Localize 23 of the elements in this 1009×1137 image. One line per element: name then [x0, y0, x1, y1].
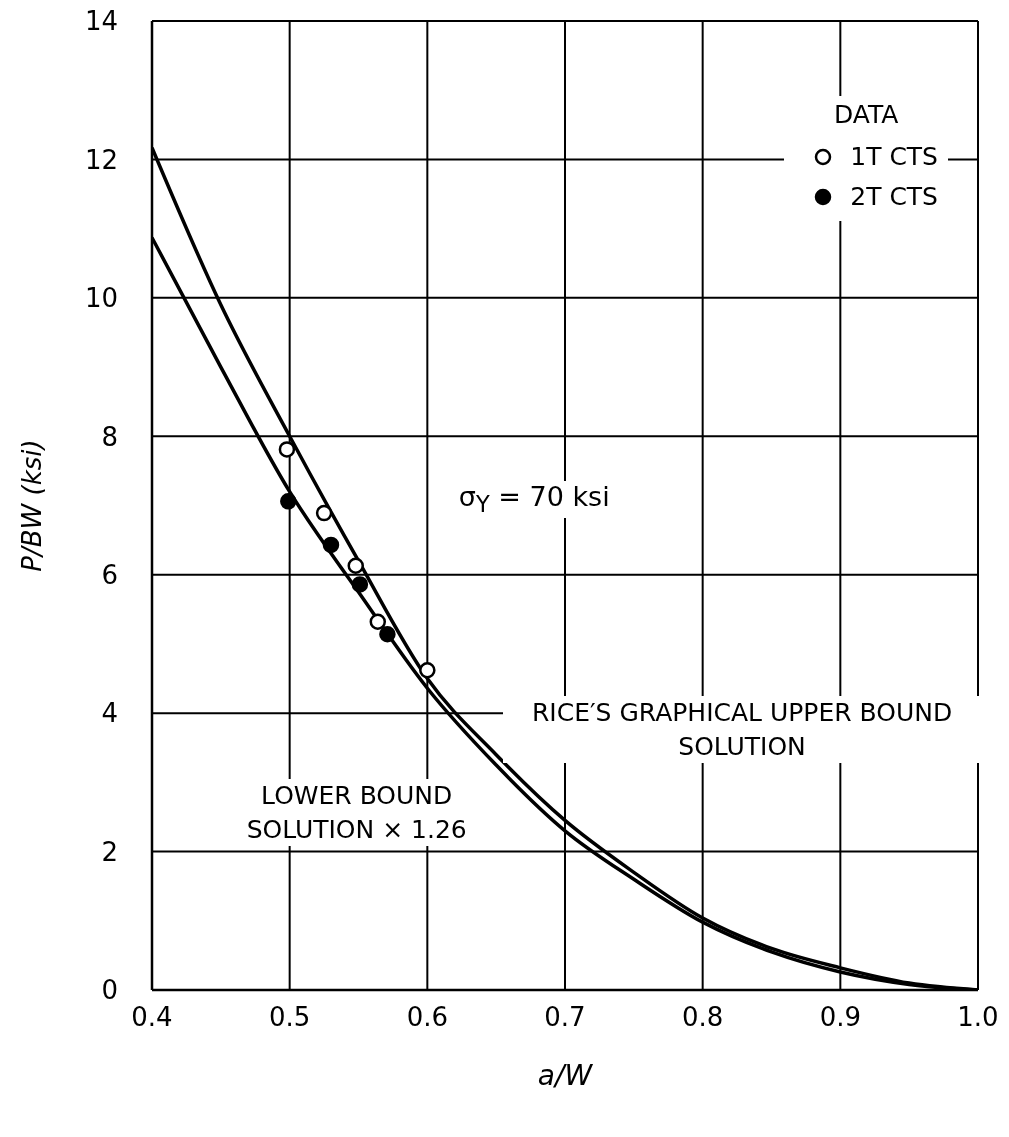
x-tick-label: 0.8	[681, 1002, 724, 1033]
legend-label: 1T CTS	[850, 141, 938, 173]
x-axis-title: a/W	[537, 1059, 594, 1092]
y-axis-title: P/BW (ksi)	[17, 439, 48, 572]
series-label: LOWER BOUND SOLUTION × 1.26	[227, 778, 486, 847]
x-tick-label: 0.6	[406, 1002, 449, 1033]
y-tick-label: 8	[101, 421, 118, 452]
y-tick-label: 2	[101, 836, 118, 867]
legend-label: 2T CTS	[850, 181, 938, 213]
y-tick-label: 4	[101, 698, 118, 729]
series-label: RICE′S GRAPHICAL UPPER BOUND SOLUTION	[503, 695, 982, 764]
y-tick-label: 0	[101, 975, 118, 1006]
x-tick-label: 1.0	[957, 1002, 999, 1033]
x-tick-label: 0.7	[544, 1002, 586, 1033]
x-tick-label: 0.9	[819, 1002, 862, 1033]
legend-title: DATA	[832, 100, 900, 129]
annotation: σ$_{Y}$ = 70 ksi	[454, 481, 614, 518]
y-tick-label: 14	[84, 6, 118, 37]
y-tick-label: 12	[84, 144, 118, 175]
x-tick-label: 0.4	[131, 1002, 173, 1033]
x-tick-label: 0.5	[268, 1002, 311, 1033]
y-tick-label: 10	[84, 283, 118, 314]
y-tick-label: 6	[101, 559, 118, 590]
